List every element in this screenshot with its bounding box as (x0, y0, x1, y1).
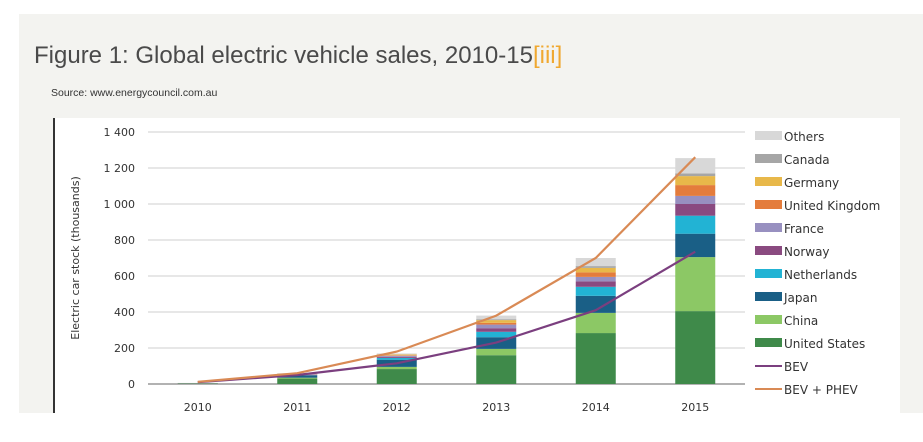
legend-item-bev: BEV (755, 360, 809, 374)
bar-segment-others (575, 258, 616, 267)
legend-label: France (784, 222, 824, 236)
legend-item-germany: Germany (755, 176, 839, 190)
legend-swatch (755, 269, 782, 278)
legend-label: Netherlands (784, 268, 857, 282)
legend-swatch (755, 177, 782, 186)
bar-segment-united-kingdom (575, 272, 616, 277)
legend-label: China (784, 314, 818, 328)
legend-swatch (755, 223, 782, 232)
bar-segment-norway (675, 204, 716, 216)
legend-label: BEV + PHEV (784, 383, 859, 397)
bar-segment-germany (376, 354, 417, 356)
legend-swatch (755, 200, 782, 209)
legend-item-bev-phev: BEV + PHEV (755, 383, 859, 397)
legend-label: United Kingdom (784, 199, 880, 213)
bar-segment-china (575, 312, 616, 334)
legend-item-japan: Japan (755, 291, 817, 305)
legend-label: Others (784, 130, 824, 144)
y-tick-label: 1 000 (104, 198, 136, 211)
x-tick-label: 2012 (383, 401, 411, 414)
legend-item-norway: Norway (755, 245, 830, 259)
y-tick-label: 0 (128, 378, 135, 391)
bar-segment-china (376, 366, 417, 370)
line-bev (197, 250, 696, 384)
bar-segment-norway (476, 328, 517, 332)
bar-segment-united-kingdom (675, 185, 716, 196)
y-tick-label: 600 (114, 270, 135, 283)
y-tick-label: 200 (114, 342, 135, 355)
bar-segment-france (575, 276, 616, 282)
bar-segment-united-states (277, 378, 318, 384)
bar-segment-china (476, 348, 517, 356)
bar-segment-japan (675, 233, 716, 258)
x-tick-label: 2013 (482, 401, 510, 414)
figure-title-text: Figure 1: Global electric vehicle sales,… (34, 42, 533, 69)
bar-segment-others (476, 315, 517, 320)
legend-item-france: France (755, 222, 824, 236)
bar-segment-germany (476, 320, 517, 323)
bar-segment-united-kingdom (476, 322, 517, 325)
bar-segment-norway (575, 281, 616, 287)
x-tick-label: 2011 (283, 401, 311, 414)
legend-swatch (755, 131, 782, 140)
x-tick-label: 2014 (582, 401, 610, 414)
legend-swatch (755, 292, 782, 301)
bar-segment-france (675, 195, 716, 204)
y-tick-label: 1 400 (104, 126, 136, 139)
y-axis-title: Electric car stock (thousands) (69, 176, 82, 339)
y-tick-label: 1 200 (104, 162, 136, 175)
bar-segment-france (376, 355, 417, 357)
bar-segment-netherlands (675, 215, 716, 234)
bar-segment-canada (675, 173, 716, 177)
legend-swatch (755, 246, 782, 255)
bar-segment-france (476, 324, 517, 329)
figure-title: Figure 1: Global electric vehicle sales,… (34, 42, 562, 70)
x-tick-label: 2010 (184, 401, 212, 414)
legend-item-canada: Canada (755, 153, 830, 167)
line-bev-phev (197, 156, 697, 383)
bar-segment-canada (476, 319, 517, 321)
bar-segment-norway (376, 356, 417, 358)
legend-label: Japan (783, 291, 817, 305)
legend-item-united-kingdom: United Kingdom (755, 199, 880, 213)
legend-label: Germany (784, 176, 839, 190)
bar-segment-netherlands (575, 286, 616, 296)
legend-item-others: Others (755, 130, 824, 144)
legend-label: Norway (784, 245, 830, 259)
legend-item-netherlands: Netherlands (755, 268, 857, 282)
legend-label: Canada (784, 153, 830, 167)
bar-segment-japan (575, 295, 616, 313)
bar-segment-others (675, 158, 716, 174)
bar-segment-canada (575, 266, 616, 268)
legend-label: United States (784, 337, 865, 351)
legend-swatch (755, 338, 782, 347)
legend-item-china: China (755, 314, 818, 328)
bar-segment-china (675, 257, 716, 312)
bar-segment-germany (675, 176, 716, 186)
y-tick-label: 800 (114, 234, 135, 247)
bar-segment-united-states (675, 311, 716, 384)
bar-segment-united-states (376, 369, 417, 384)
bar-segment-china (277, 377, 318, 379)
legend-item-united-states: United States (755, 337, 865, 351)
bar-segment-japan (277, 375, 318, 378)
bar-segment-netherlands (476, 331, 517, 338)
citation-link[interactable]: [iii] (532, 42, 563, 69)
y-tick-label: 400 (114, 306, 135, 319)
bar-segment-netherlands (376, 357, 417, 360)
legend-swatch (755, 315, 782, 324)
bar-segment-united-states (476, 355, 517, 384)
legend-label: BEV (784, 360, 809, 374)
bar-segment-germany (575, 267, 616, 273)
legend-swatch (755, 154, 782, 163)
bar-segment-united-kingdom (376, 355, 417, 356)
figure-source: Source: www.energycouncil.com.au (51, 87, 218, 99)
x-tick-label: 2015 (681, 401, 709, 414)
bar-segment-others (376, 353, 417, 355)
bar-segment-united-states (575, 333, 616, 384)
